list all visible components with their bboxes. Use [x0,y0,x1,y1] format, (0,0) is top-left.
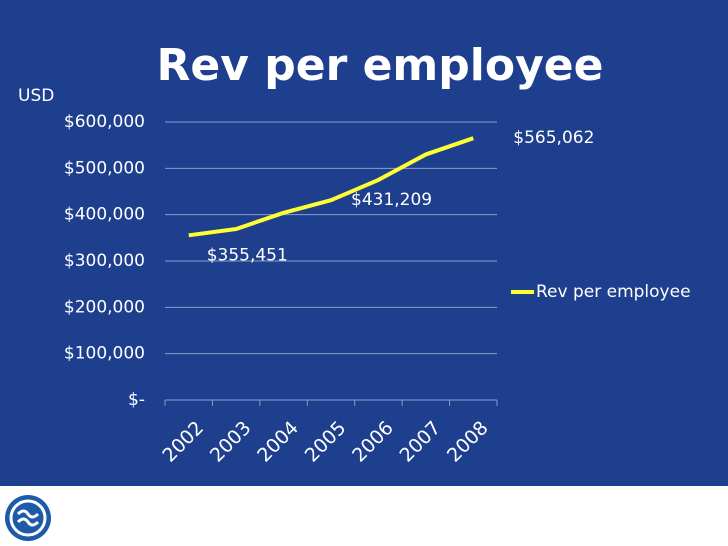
y-tick-label: $500,000 [64,158,145,178]
data-label: $355,451 [207,245,288,265]
y-tick-label: $100,000 [64,344,145,364]
logo-script [16,509,40,527]
y-axis-title: USD [18,86,54,106]
data-label: $565,062 [513,128,594,148]
data-label: $431,209 [351,190,432,210]
logo [5,495,51,541]
chart-title: Rev per employee [157,40,604,91]
line [188,136,474,238]
y-tick-label: $300,000 [64,251,145,271]
background [0,0,728,486]
legend-label: Rev per employee [536,282,691,302]
y-tick-label: $200,000 [64,297,145,317]
y-tick-label: $600,000 [64,112,145,132]
footer [0,486,728,546]
logo-ring [9,499,47,537]
y-tick-label: $400,000 [64,205,145,225]
y-tick-label: $- [128,390,145,410]
